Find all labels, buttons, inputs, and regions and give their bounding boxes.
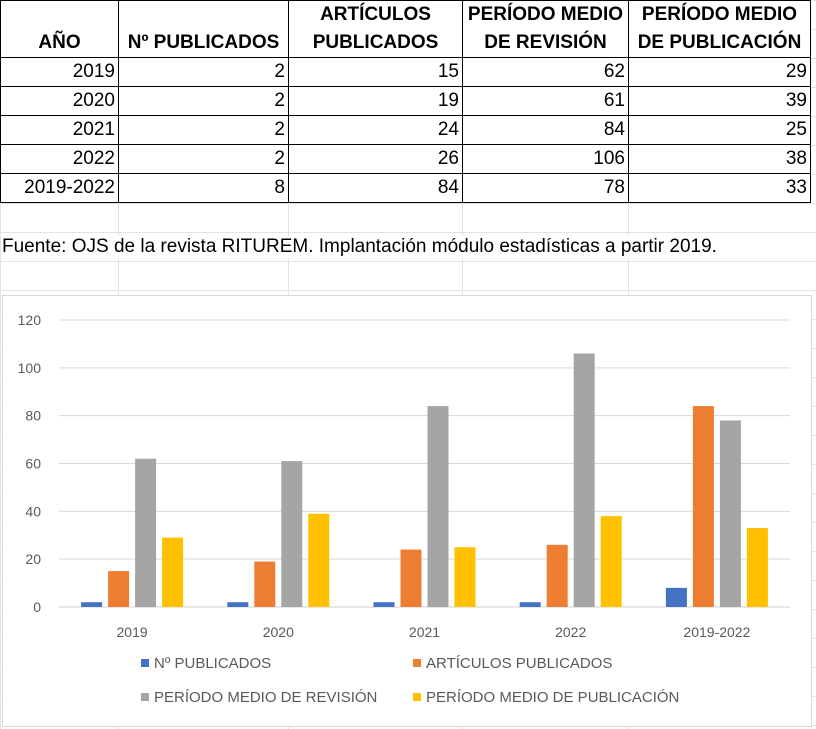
bar bbox=[719, 420, 741, 607]
x-tick-label: 2022 bbox=[555, 624, 586, 640]
table-cell[interactable]: 38 bbox=[628, 144, 811, 174]
table-cell[interactable]: 62 bbox=[462, 57, 629, 87]
bar bbox=[600, 516, 622, 607]
legend-swatch bbox=[413, 693, 421, 701]
legend-label: Nº PUBLICADOS bbox=[154, 655, 271, 672]
table-cell[interactable]: 2019-2022 bbox=[0, 173, 119, 203]
table-cell[interactable]: 29 bbox=[628, 57, 811, 87]
legend-swatch bbox=[141, 659, 149, 667]
header-publication-period[interactable]: PERÍODO MEDIO DE PUBLICACIÓN bbox=[628, 0, 811, 58]
y-tick-label: 120 bbox=[18, 312, 42, 328]
table-row: 2022 2 26 106 38 bbox=[0, 144, 811, 174]
bar bbox=[108, 571, 130, 607]
bar bbox=[162, 537, 184, 607]
legend-swatch bbox=[413, 659, 421, 667]
bar bbox=[573, 353, 595, 607]
bar bbox=[546, 544, 568, 607]
bar bbox=[254, 561, 276, 607]
y-tick-label: 20 bbox=[25, 551, 41, 567]
header-articles-published[interactable]: ARTÍCULOS PUBLICADOS bbox=[288, 0, 463, 58]
y-tick-label: 60 bbox=[25, 456, 41, 472]
bar bbox=[308, 513, 330, 607]
x-tick-label: 2020 bbox=[263, 624, 294, 640]
table-cell[interactable]: 84 bbox=[462, 115, 629, 145]
table-header-row: AÑO Nº PUBLICADOS ARTÍCULOS PUBLICADOS P… bbox=[0, 0, 811, 58]
table-cell[interactable]: 84 bbox=[288, 173, 463, 203]
table-cell[interactable]: 2020 bbox=[0, 86, 119, 116]
bar bbox=[281, 461, 303, 607]
table-cell[interactable]: 24 bbox=[288, 115, 463, 145]
table-cell[interactable]: 2 bbox=[118, 57, 289, 87]
bar bbox=[400, 549, 422, 607]
bar bbox=[519, 602, 541, 607]
header-year[interactable]: AÑO bbox=[0, 0, 119, 58]
bar bbox=[665, 587, 687, 607]
table-cell[interactable]: 33 bbox=[628, 173, 811, 203]
y-tick-label: 40 bbox=[25, 503, 41, 519]
x-tick-label: 2019-2022 bbox=[683, 624, 750, 640]
bar-chart: 0 20 40 60 80 100 120 2019 2020 2021 2022 2019-2022… bbox=[18, 312, 790, 706]
legend-swatch bbox=[141, 693, 149, 701]
legend-label: PERÍODO MEDIO DE PUBLICACIÓN bbox=[426, 689, 679, 706]
table-cell[interactable]: 106 bbox=[462, 144, 629, 174]
bar bbox=[692, 406, 714, 607]
table-cell[interactable]: 8 bbox=[118, 173, 289, 203]
bar bbox=[746, 528, 768, 607]
table-cell[interactable]: 15 bbox=[288, 57, 463, 87]
y-tick-label: 100 bbox=[18, 360, 42, 376]
bar bbox=[227, 602, 249, 607]
chart-area[interactable]: 0 20 40 60 80 100 120 2019 2020 2021 2022 2019-2022… bbox=[2, 295, 812, 727]
bar bbox=[135, 458, 157, 607]
bar bbox=[454, 547, 476, 607]
header-published-count[interactable]: Nº PUBLICADOS bbox=[118, 0, 289, 58]
header-review-period[interactable]: PERÍODO MEDIO DE REVISIÓN bbox=[462, 0, 629, 58]
table-cell[interactable]: 2019 bbox=[0, 57, 119, 87]
table-cell[interactable]: 2022 bbox=[0, 144, 119, 174]
table-row: 2019-2022 8 84 78 33 bbox=[0, 173, 811, 203]
table-cell[interactable]: 25 bbox=[628, 115, 811, 145]
table-cell[interactable]: 78 bbox=[462, 173, 629, 203]
table-cell[interactable]: 2 bbox=[118, 115, 289, 145]
table-cell[interactable]: 2 bbox=[118, 86, 289, 116]
table-cell[interactable]: 26 bbox=[288, 144, 463, 174]
table-row: 2019 2 15 62 29 bbox=[0, 57, 811, 87]
bar bbox=[427, 406, 449, 607]
table-row: 2020 2 19 61 39 bbox=[0, 86, 811, 116]
x-tick-label: 2019 bbox=[117, 624, 148, 640]
bar bbox=[373, 602, 395, 607]
legend-label: PERÍODO MEDIO DE REVISIÓN bbox=[154, 689, 377, 706]
y-tick-label: 0 bbox=[33, 599, 41, 615]
x-tick-label: 2021 bbox=[409, 624, 440, 640]
y-tick-label: 80 bbox=[25, 408, 41, 424]
table-row: 2021 2 24 84 25 bbox=[0, 115, 811, 145]
data-table: AÑO Nº PUBLICADOS ARTÍCULOS PUBLICADOS P… bbox=[0, 0, 811, 203]
source-note: Fuente: OJS de la revista RITUREM. Impla… bbox=[2, 236, 717, 258]
table-cell[interactable]: 2021 bbox=[0, 115, 119, 145]
bar bbox=[81, 602, 103, 607]
legend-label: ARTÍCULOS PUBLICADOS bbox=[426, 655, 612, 672]
table-cell[interactable]: 2 bbox=[118, 144, 289, 174]
table-cell[interactable]: 39 bbox=[628, 86, 811, 116]
table-cell[interactable]: 19 bbox=[288, 86, 463, 116]
table-cell[interactable]: 61 bbox=[462, 86, 629, 116]
